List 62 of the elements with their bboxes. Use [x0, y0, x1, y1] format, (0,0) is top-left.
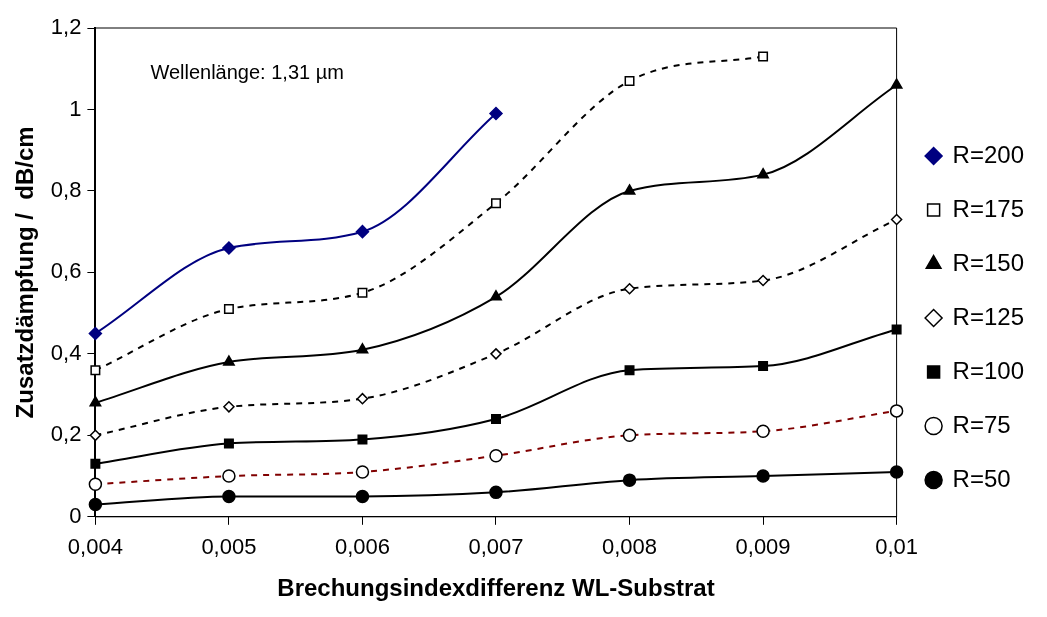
legend-label: R=100	[952, 356, 1024, 384]
point	[89, 396, 102, 407]
point	[223, 438, 234, 449]
point	[622, 473, 637, 487]
point	[757, 167, 770, 179]
point	[490, 348, 502, 360]
point	[356, 343, 369, 354]
point	[491, 414, 501, 425]
point	[88, 326, 103, 341]
legend-label: R=175	[952, 194, 1024, 222]
point	[355, 489, 370, 504]
point	[90, 458, 101, 469]
point	[623, 184, 636, 195]
point	[890, 213, 903, 226]
point	[357, 434, 368, 445]
point	[489, 485, 503, 500]
legend-label: R=150	[952, 248, 1024, 276]
point	[222, 241, 236, 255]
point	[624, 75, 635, 86]
legend-label: R=50	[952, 464, 1011, 492]
point	[222, 489, 236, 504]
x-tick-label: 0,005	[201, 534, 257, 560]
point	[889, 465, 904, 479]
point	[757, 274, 769, 287]
point	[90, 365, 101, 376]
point	[489, 106, 503, 121]
point	[356, 392, 369, 405]
point	[222, 355, 235, 366]
legend-label: R=200	[952, 140, 1024, 168]
x-tick-label: 0,009	[735, 534, 791, 560]
point	[891, 324, 902, 335]
x-tick-label: 0,008	[602, 534, 658, 560]
y-tick-label: 1	[69, 95, 82, 121]
point	[758, 361, 769, 372]
x-tick-label: 0,004	[67, 534, 123, 560]
y-tick-label: 0	[69, 502, 82, 528]
point	[491, 198, 501, 209]
point	[223, 401, 235, 413]
point	[890, 78, 903, 89]
y-tick-label: 0,8	[50, 177, 82, 202]
annotation: Wellenlänge: 1,31 µm	[150, 60, 344, 83]
point	[88, 497, 103, 512]
x-tick-label: 0,007	[468, 534, 524, 560]
point	[490, 290, 502, 301]
legend-label: R=75	[952, 410, 1011, 438]
y-tick-label: 0,2	[50, 421, 82, 447]
x-axis-title: Brechungsindexdifferenz WL-Substrat	[277, 574, 715, 602]
point	[357, 287, 368, 298]
y-tick-label: 0,6	[50, 258, 82, 284]
y-tick-label: 0,4	[50, 339, 82, 365]
point	[355, 224, 370, 239]
point	[623, 282, 636, 295]
point	[756, 469, 770, 483]
x-tick-label: 0,01	[875, 534, 919, 560]
y-axis-title: Zusatzdämpfung / dB/cm	[11, 126, 39, 419]
x-tick-label: 0,006	[334, 534, 390, 560]
point	[624, 365, 635, 376]
point	[89, 429, 102, 442]
legend-label: R=125	[952, 302, 1024, 330]
point	[758, 51, 769, 62]
point	[223, 304, 234, 315]
y-tick-label: 1,2	[50, 14, 82, 40]
